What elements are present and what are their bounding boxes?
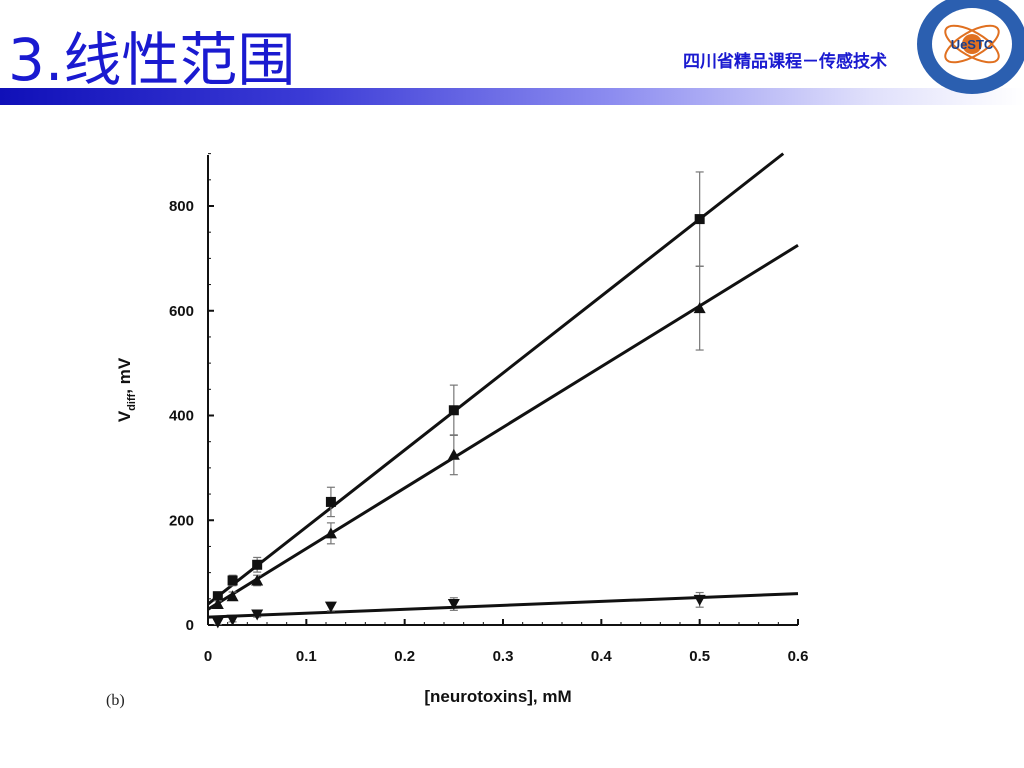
logo-text: UeSTC	[951, 37, 994, 52]
y-tick-label: 800	[169, 198, 194, 215]
data-point-triangle-up	[693, 302, 706, 314]
fit-line-series-2	[207, 244, 799, 611]
data-point-triangle-up	[324, 527, 337, 539]
chart-axes: 0 200 400 600 800 0 0.1 0.2 0.3 0.4 0.5 0.6	[169, 153, 809, 665]
x-tick-label: 0.6	[788, 648, 809, 665]
university-logo: UeSTC	[917, 0, 1024, 94]
x-tick-label: 0.5	[689, 648, 710, 665]
y-tick-label: 0	[186, 617, 194, 634]
data-point-square	[448, 405, 459, 416]
data-point-triangle-down	[226, 614, 239, 626]
x-axis-title: [neurotoxins], mM	[424, 687, 571, 706]
panel-label: (b)	[106, 692, 125, 709]
y-tick-label: 400	[169, 408, 194, 425]
data-point-triangle-up	[251, 574, 264, 586]
chart-labels: [neurotoxins], mM Vdiff, mV (b)	[106, 357, 572, 709]
x-tick-label: 0.3	[493, 648, 514, 665]
x-tick-label: 0.2	[394, 648, 415, 665]
fit-line-series-1	[207, 152, 785, 606]
x-tick-label: 0.4	[591, 648, 613, 665]
data-point-square	[325, 496, 336, 507]
slide-title: 3.线性范围	[8, 26, 296, 94]
data-point-triangle-up	[211, 598, 224, 610]
logo-orbit-1	[944, 24, 1000, 64]
data-point-square	[227, 575, 238, 586]
y-tick-label: 600	[169, 303, 194, 320]
data-point-triangle-up	[447, 448, 460, 460]
data-points	[211, 171, 706, 629]
data-point-triangle-down	[324, 601, 337, 613]
fit-lines	[207, 152, 799, 619]
data-point-triangle-down	[251, 609, 264, 621]
y-tick-label: 200	[169, 512, 194, 529]
logo-core	[962, 34, 982, 54]
data-point-square	[212, 591, 223, 602]
x-tick-label: 0.1	[296, 648, 317, 665]
x-tick-label: 0	[204, 648, 212, 665]
data-point-triangle-down	[447, 599, 460, 611]
course-name: 四川省精品课程－传感技术	[683, 52, 887, 72]
y-axis-title: Vdiff, mV	[115, 357, 138, 422]
header-gradient-bar	[0, 88, 1024, 105]
data-point-triangle-up	[226, 590, 239, 602]
data-point-square	[694, 214, 705, 225]
data-point-triangle-down	[693, 594, 706, 606]
data-point-triangle-down	[211, 617, 224, 629]
logo-orbit-2	[944, 24, 1000, 64]
fit-line-series-3	[207, 592, 799, 619]
data-point-square	[252, 559, 263, 570]
